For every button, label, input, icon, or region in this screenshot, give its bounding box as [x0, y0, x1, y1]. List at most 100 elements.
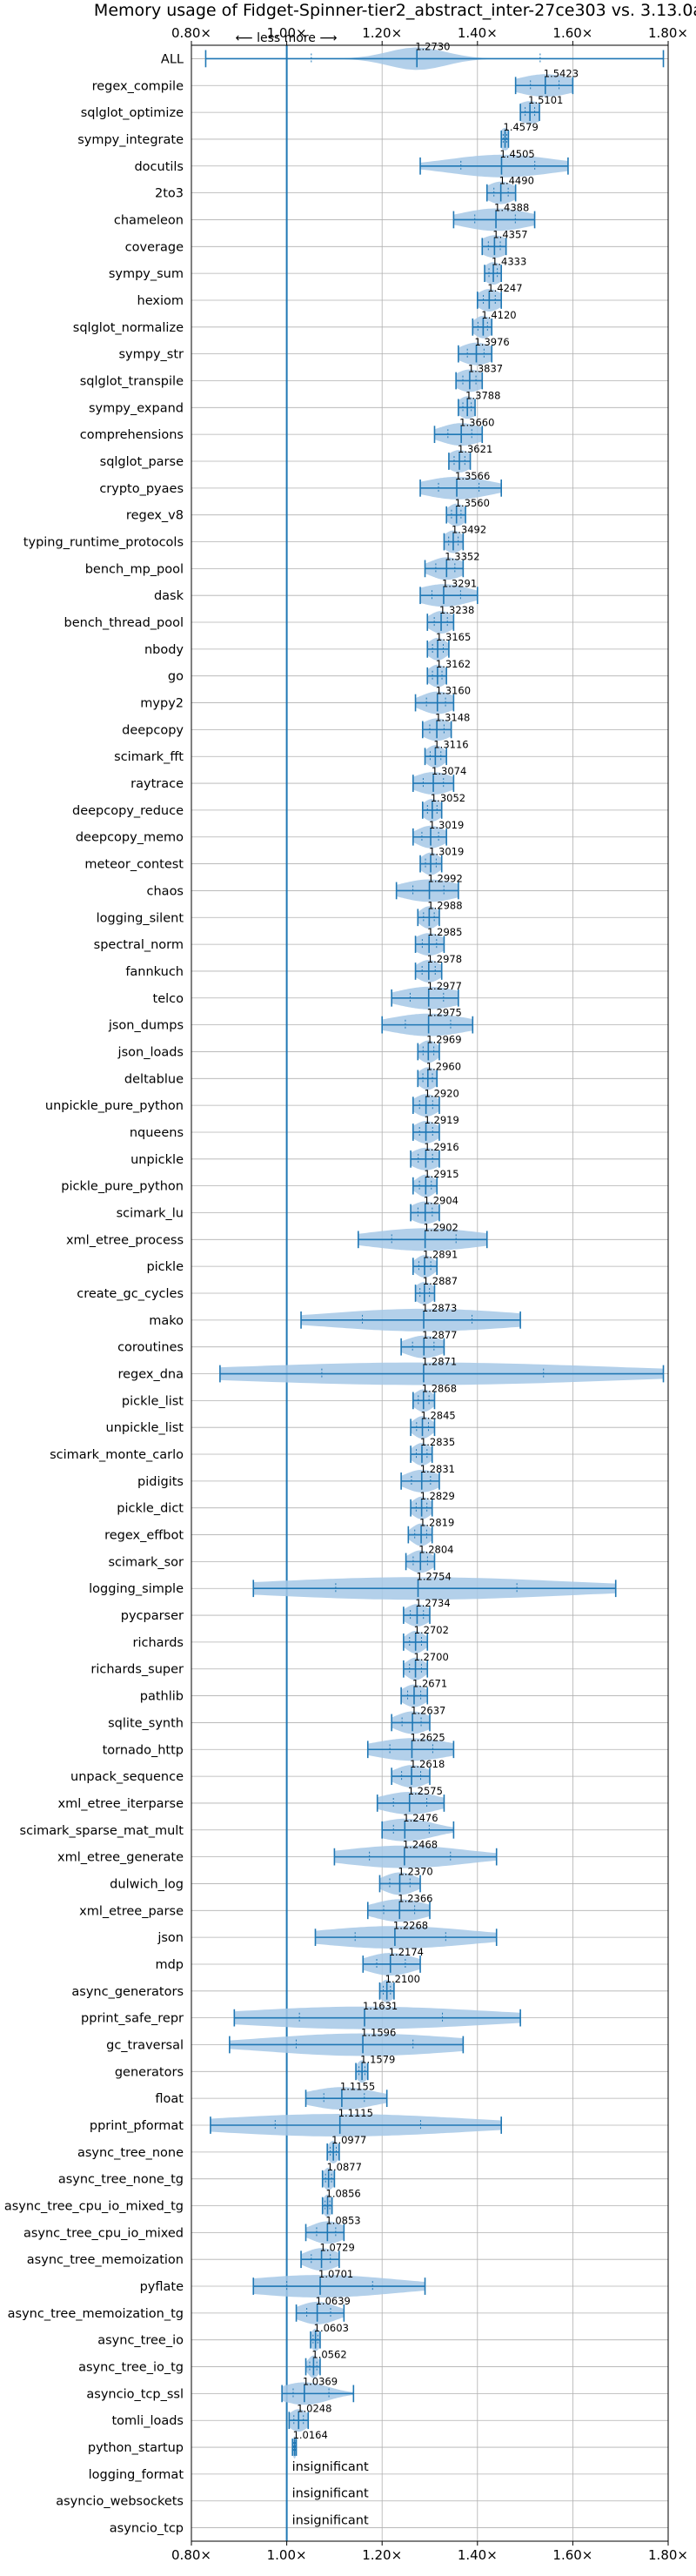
category-label: asyncio_tcp — [110, 2522, 184, 2536]
category-label: bench_thread_pool — [64, 616, 184, 630]
value-label: 1.2985 — [427, 926, 462, 938]
value-label: 1.2902 — [424, 1221, 458, 1233]
category-label: pickle_dict — [117, 1502, 184, 1516]
category-label: sqlite_synth — [108, 1716, 184, 1730]
violin-tomli_loads: 1.0248 — [288, 2402, 331, 2432]
value-label: 1.3291 — [442, 577, 477, 589]
value-label: 1.4490 — [499, 175, 534, 187]
category-label: tornado_http — [103, 1743, 184, 1757]
value-label: 1.0562 — [311, 2349, 346, 2361]
violin-scimark_monte_carlo: 1.2835 — [410, 1436, 455, 1466]
value-label: 1.2819 — [419, 1517, 454, 1529]
chart-title: Memory usage of Fidget-Spinner-tier2_abs… — [94, 1, 696, 20]
value-label: 1.1579 — [360, 2053, 395, 2065]
category-label: deepcopy_reduce — [72, 804, 184, 818]
value-label: 1.0856 — [326, 2188, 361, 2200]
category-label: hexiom — [137, 294, 184, 308]
value-label: 1.2975 — [427, 1007, 462, 1019]
tick-label-top: 1.80× — [648, 25, 688, 41]
violin-regex_compile: 1.5423 — [514, 67, 579, 97]
value-label: 1.2370 — [398, 1866, 432, 1878]
value-label: 1.2877 — [422, 1329, 457, 1341]
violin-pickle_pure_python: 1.2915 — [412, 1168, 459, 1197]
category-label: 2to3 — [155, 187, 184, 201]
value-label: 1.2915 — [424, 1168, 458, 1180]
violin-async_tree_memoization: 1.0729 — [300, 2241, 355, 2271]
category-label: deepcopy_memo — [76, 831, 184, 845]
value-label: 1.0369 — [303, 2376, 338, 2388]
violin-pickle: 1.2891 — [412, 1248, 458, 1278]
value-label: 1.2829 — [420, 1490, 455, 1502]
value-label: 1.3352 — [445, 550, 479, 562]
value-label: 1.2835 — [420, 1436, 455, 1448]
category-label: tomli_loads — [111, 2414, 184, 2428]
violin-generators: 1.1579 — [355, 2053, 395, 2083]
value-label: 1.3621 — [458, 443, 492, 455]
value-label: 1.2891 — [423, 1248, 458, 1260]
category-label: async_tree_io_tg — [78, 2361, 184, 2375]
category-label: async_tree_cpu_io_mixed_tg — [4, 2200, 184, 2214]
violin-sqlite_synth: 1.2637 — [391, 1705, 445, 1734]
violin-comprehensions: 1.3660 — [433, 416, 494, 446]
category-label: json — [157, 1931, 184, 1945]
value-label: 1.0164 — [293, 2429, 328, 2441]
violin-json: 1.2268 — [314, 1919, 498, 1949]
violin-mako: 1.2873 — [300, 1302, 521, 1332]
category-label: async_tree_memoization_tg — [8, 2307, 184, 2321]
value-label: 1.0248 — [297, 2402, 331, 2414]
value-label: 1.3148 — [435, 712, 470, 724]
violin-python_startup: 1.0164 — [291, 2429, 328, 2459]
category-label: telco — [153, 992, 184, 1006]
violin-logging_simple: 1.2754 — [252, 1570, 617, 1600]
violin-deepcopy: 1.3148 — [421, 712, 470, 741]
violin-telco: 1.2977 — [391, 980, 462, 1010]
value-label: 1.5423 — [544, 67, 579, 79]
category-label: sqlglot_transpile — [80, 374, 184, 388]
value-label: 1.3238 — [439, 604, 474, 616]
category-label: pathlib — [140, 1690, 184, 1704]
value-label: 1.2476 — [403, 1812, 438, 1824]
value-label: 1.2845 — [421, 1409, 456, 1421]
violin-float: 1.1155 — [304, 2080, 388, 2110]
violin-async_tree_cpu_io_mixed_tg: 1.0856 — [321, 2188, 361, 2217]
category-label: dulwich_log — [110, 1877, 184, 1891]
value-label: 1.2734 — [415, 1597, 450, 1609]
violin-richards: 1.2702 — [403, 1624, 449, 1654]
violin-pickle_dict: 1.2829 — [410, 1490, 455, 1519]
violin-sympy_sum: 1.4333 — [484, 255, 526, 285]
violin-async_generators: 1.2100 — [378, 1973, 420, 2002]
tick-label-top: 1.20× — [362, 25, 402, 41]
value-label: 1.1596 — [361, 2027, 396, 2039]
value-label: 1.2920 — [425, 1087, 459, 1099]
x-axis-ticks: 0.80× 0.80× 1.00× 1.00× 1.20× 1.20× 1.40× 1.40×… — [171, 25, 688, 2563]
category-label: richards_super — [90, 1663, 184, 1677]
violin-logging_silent: 1.2988 — [417, 899, 463, 929]
value-label: 1.2575 — [408, 1785, 443, 1797]
category-label: deltablue — [124, 1072, 184, 1086]
violin-dask: 1.3291 — [419, 577, 478, 607]
category-label: logging_format — [89, 2468, 184, 2482]
category-label: pprint_safe_repr — [81, 2012, 184, 2026]
value-label: 1.2702 — [414, 1624, 449, 1636]
category-label: spectral_norm — [94, 938, 184, 952]
value-label: 1.3165 — [436, 631, 471, 643]
insignificant-label: insignificant — [292, 2514, 369, 2528]
category-label: typing_runtime_protocols — [23, 536, 184, 550]
category-label: xml_etree_process — [66, 1233, 184, 1247]
category-label: meteor_contest — [84, 858, 184, 872]
violin-pidigits: 1.2831 — [400, 1463, 455, 1493]
value-label: 1.0977 — [331, 2134, 366, 2146]
value-label: 1.0603 — [314, 2322, 349, 2334]
category-label: regex_dna — [117, 1368, 184, 1382]
category-label: generators — [115, 2065, 184, 2079]
category-label: sympy_sum — [109, 267, 184, 281]
direction-hint: ⟵ less more ⟶ — [236, 31, 338, 45]
category-labels: ALL regex_compile sqlglot_optimize sympy_in… — [4, 52, 184, 2535]
category-label: pprint_pformat — [90, 2119, 184, 2133]
insignificant-label: insignificant — [292, 2487, 369, 2501]
category-label: json_loads — [117, 1045, 184, 1059]
category-label: coroutines — [117, 1341, 184, 1355]
violin-docutils: 1.4505 — [419, 148, 569, 178]
value-label: 1.2671 — [412, 1678, 447, 1690]
value-label: 1.5101 — [528, 94, 563, 106]
